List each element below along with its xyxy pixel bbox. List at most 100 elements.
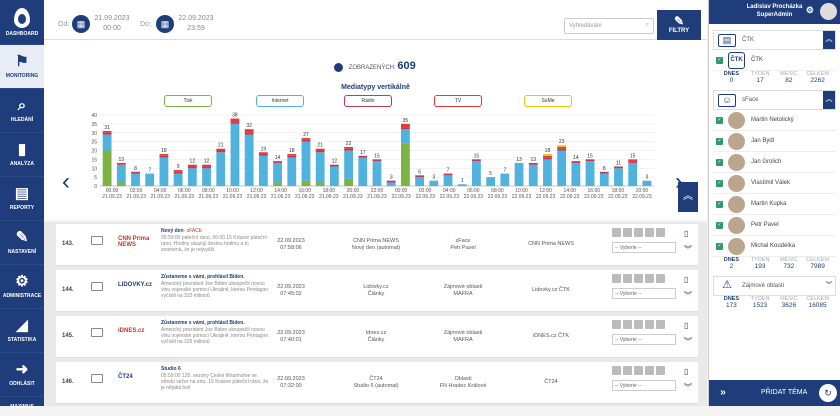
prev-arrow-icon[interactable]: ‹: [62, 168, 70, 195]
panel-ctk-header[interactable]: ▤ ČTK ︽: [713, 30, 836, 50]
expand-panel-icon[interactable]: »: [720, 387, 726, 398]
trash-icon[interactable]: [656, 228, 665, 237]
search-icon[interactable]: ⌕: [645, 22, 649, 28]
nav-item-8[interactable]: MAXIMUS: [0, 396, 44, 416]
stat-value: 82: [785, 77, 793, 84]
category-select[interactable]: -- Vyberte --: [612, 334, 676, 345]
alert-icon[interactable]: [645, 274, 654, 283]
alert-icon[interactable]: [645, 228, 654, 237]
trash-icon[interactable]: [656, 320, 665, 329]
collapse-icon[interactable]: ︽: [823, 91, 835, 109]
circle-icon[interactable]: [623, 274, 632, 283]
search-input[interactable]: Vyhledávání ⌕: [564, 18, 654, 34]
expand-row-icon[interactable]: ︾: [684, 337, 692, 346]
checkbox-icon[interactable]: ✓: [716, 201, 723, 208]
collapse-icon[interactable]: ︽: [823, 31, 835, 49]
nav-item-6[interactable]: ◢ STATISTIKA: [0, 308, 44, 352]
nav-item-4[interactable]: ✎ NASTAVENÍ: [0, 220, 44, 264]
circle-icon[interactable]: [623, 320, 632, 329]
legend-item-2[interactable]: Rádio: [344, 95, 392, 107]
title-text[interactable]: Nový den: [161, 228, 184, 234]
nav-item-0[interactable]: ⚑ MONITORING: [0, 44, 44, 88]
item-title[interactable]: Zůstaneme s vámi, prohlásil Biden.: [161, 320, 271, 326]
table-row[interactable]: 145. iDNES.cz Zůstaneme s vámi, prohlásil …: [56, 316, 698, 358]
document-icon[interactable]: ▯: [684, 367, 689, 376]
checkbox-icon[interactable]: ✓: [716, 243, 723, 250]
expand-row-icon[interactable]: ︾: [684, 291, 692, 300]
person-item[interactable]: ✓ Jan Grolich: [713, 152, 836, 173]
document-icon[interactable]: ▯: [684, 275, 689, 284]
nav-item-7[interactable]: ➜ ODHLÁSIT: [0, 352, 44, 396]
next-arrow-icon[interactable]: ›: [675, 170, 683, 194]
nav-item-2[interactable]: ▮ ANALÝZA: [0, 132, 44, 176]
expand-row-icon[interactable]: ︾: [684, 245, 692, 254]
from-time[interactable]: 00:00: [103, 25, 121, 32]
thumbs-up-icon[interactable]: [612, 320, 621, 329]
legend-item-1[interactable]: Internet: [256, 95, 304, 107]
thumbs-up-icon[interactable]: [612, 366, 621, 375]
checkbox-icon[interactable]: ✓: [716, 117, 723, 124]
title-text[interactable]: Zůstaneme s vámi, prohlásil Biden.: [161, 320, 245, 326]
circle-icon[interactable]: [623, 366, 632, 375]
checkbox-icon[interactable]: ✓: [716, 222, 723, 229]
document-icon[interactable]: ▯: [684, 229, 689, 238]
category-select[interactable]: -- Vyberte --: [612, 242, 676, 253]
checkbox-icon[interactable]: ✓: [716, 138, 723, 145]
legend-item-3[interactable]: TV: [434, 95, 482, 107]
add-topic-button[interactable]: PŘIDAT TÉMA: [761, 389, 808, 396]
category-select[interactable]: -- Vyberte --: [612, 288, 676, 299]
panel-ctk-item[interactable]: ✓ ČTK ČTK: [713, 50, 836, 71]
checkbox-icon[interactable]: ✓: [716, 159, 723, 166]
title-text[interactable]: Studio 6: [161, 366, 181, 372]
thumbs-up-icon[interactable]: [612, 274, 621, 283]
nav-item-3[interactable]: ▤ REPORTY: [0, 176, 44, 220]
thumbs-up-icon[interactable]: [612, 228, 621, 237]
from-date[interactable]: 21.09.2023: [94, 15, 130, 22]
person-item[interactable]: ✓ Martin Kupka: [713, 194, 836, 215]
refresh-icon[interactable]: ↻: [819, 384, 837, 402]
panel-interest-header[interactable]: ⚠ Zájmové oblasti ︾: [713, 276, 836, 296]
legend-item-4[interactable]: SoMe: [524, 95, 572, 107]
checkbox-icon[interactable]: ✓: [716, 180, 723, 187]
gear-icon[interactable]: ⚙: [805, 5, 814, 15]
panel-sface-header[interactable]: ☺ sFace ︽: [713, 90, 836, 110]
legend-item-0[interactable]: Tisk: [164, 95, 212, 107]
nav-item-1[interactable]: ⌕ HLEDÁNÍ: [0, 88, 44, 132]
expand-icon[interactable]: ︾: [823, 277, 835, 295]
table-row[interactable]: 143. CNN Prima NEWS Nový den- sFACE 05:59:0…: [56, 224, 698, 266]
filters-button[interactable]: ✎ FILTRY: [657, 10, 701, 40]
copy-icon[interactable]: [634, 366, 643, 375]
person-item[interactable]: ✓ Vlastimil Válek: [713, 173, 836, 194]
dashboard-logo[interactable]: DASHBOARD: [0, 0, 44, 44]
title-text[interactable]: Zůstaneme s vámi, prohlásil Biden.: [161, 274, 245, 280]
expand-row-icon[interactable]: ︾: [684, 383, 692, 392]
calendar-icon[interactable]: ▦: [156, 15, 174, 33]
to-date[interactable]: 22.09.2023: [178, 15, 214, 22]
calendar-icon[interactable]: ▦: [72, 15, 90, 33]
to-time[interactable]: 23:59: [187, 25, 205, 32]
circle-icon[interactable]: [623, 228, 632, 237]
user-name[interactable]: Ladislav Procházka: [746, 4, 803, 10]
table-row[interactable]: 144. LIDOVKY.cz Zůstaneme s vámi, prohlási…: [56, 270, 698, 312]
document-icon[interactable]: ▯: [684, 321, 689, 330]
item-title[interactable]: Studio 6: [161, 366, 271, 372]
alert-icon[interactable]: [645, 320, 654, 329]
person-item[interactable]: ✓ Martin Netolický: [713, 110, 836, 131]
item-title[interactable]: Zůstaneme s vámi, prohlásil Biden.: [161, 274, 271, 280]
alert-icon[interactable]: [645, 366, 654, 375]
copy-icon[interactable]: [634, 274, 643, 283]
table-row[interactable]: 146. ČT24 Studio 6 05:59:00 128. sezony Čes…: [56, 362, 698, 404]
item-title[interactable]: Nový den- sFACE: [161, 228, 271, 234]
avatar[interactable]: [820, 3, 837, 20]
trash-icon[interactable]: [656, 274, 665, 283]
nav-item-5[interactable]: ⚙ ADMINISTRACE: [0, 264, 44, 308]
copy-icon[interactable]: [634, 320, 643, 329]
trash-icon[interactable]: [656, 366, 665, 375]
category-select[interactable]: -- Vyberte --: [612, 380, 676, 391]
person-item[interactable]: ✓ Michal Koudelka: [713, 236, 836, 257]
checkbox-icon[interactable]: ✓: [716, 57, 723, 64]
collapse-chart-button[interactable]: ︽: [678, 182, 698, 212]
person-item[interactable]: ✓ Jan Bydl: [713, 131, 836, 152]
person-item[interactable]: ✓ Petr Pavel: [713, 215, 836, 236]
copy-icon[interactable]: [634, 228, 643, 237]
